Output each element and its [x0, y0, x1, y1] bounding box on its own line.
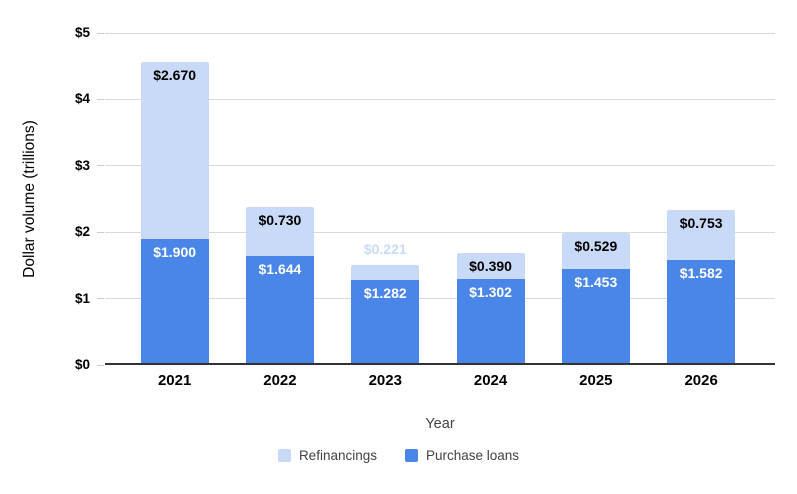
bar-2022-refinancings — [245, 207, 314, 256]
bar-2023-refinancings — [351, 265, 420, 280]
bar-2025-refinancings — [561, 233, 630, 269]
y-axis-title: Dollar volume (trillions) — [21, 120, 38, 278]
x-axis-title: Year — [425, 416, 455, 432]
label-2026-refinancings: $0.753 — [679, 214, 723, 231]
y-tick-mark-$4 — [97, 98, 104, 100]
y-tick-mark-$5 — [97, 32, 104, 34]
label-2023-purchase-loans: $1.282 — [363, 284, 407, 301]
gridline-$4 — [105, 98, 775, 100]
legend-item-purchase-loans: Purchase loans — [404, 448, 520, 463]
y-tick-label-$3: $3 — [74, 157, 90, 173]
bar-2024-purchase-loans — [456, 278, 525, 365]
bar-2024-refinancings — [456, 252, 525, 279]
x-axis-line — [105, 363, 775, 365]
x-label-2022: 2022 — [263, 372, 297, 389]
gridline-$5 — [105, 32, 775, 34]
y-tick-mark-$2 — [97, 231, 104, 233]
x-label-2026: 2026 — [684, 372, 718, 389]
label-2024-purchase-loans: $1.302 — [469, 283, 512, 300]
label-2025-refinancings: $0.529 — [574, 238, 618, 255]
plot-area: $1.900 $2.670 $1.644 $0.730 $1.282 $0.221 $1.3… — [105, 32, 775, 365]
y-tick-label-$1: $1 — [74, 290, 90, 306]
x-label-2025: 2025 — [579, 372, 613, 389]
legend-item-refinancings: Refinancings — [277, 448, 377, 463]
x-label-2024: 2024 — [473, 372, 508, 389]
refinancings-swatch — [277, 449, 291, 462]
label-2021-refinancings: $2.670 — [153, 66, 197, 83]
legend: Refinancings Purchase loans — [0, 448, 797, 463]
y-tick-label-$2: $2 — [74, 224, 90, 240]
legend-label-purchase-loans: Purchase loans — [425, 448, 520, 463]
gridline-$1 — [105, 298, 775, 300]
label-2022-refinancings: $0.730 — [258, 212, 302, 229]
label-2026-purchase-loans: $1.582 — [679, 264, 723, 281]
bar-2026-purchase-loans — [667, 259, 736, 365]
label-2025-purchase-loans: $1.453 — [574, 273, 618, 290]
bar-2025-purchase-loans — [561, 268, 630, 365]
label-2024-refinancings: $0.390 — [469, 257, 512, 274]
gridline-$3 — [105, 165, 775, 167]
bar-2021-refinancings — [140, 61, 209, 239]
y-tick-label-$0: $0 — [74, 357, 90, 372]
label-2022-purchase-loans: $1.644 — [258, 260, 302, 277]
label-2021-purchase-loans: $1.900 — [153, 243, 197, 260]
bar-2021-purchase-loans — [140, 238, 209, 365]
y-tick-label-$4: $4 — [74, 91, 90, 107]
x-label-2021: 2021 — [157, 372, 192, 389]
label-2023-refinancings: $0.221 — [363, 241, 407, 258]
bar-2023-purchase-loans — [351, 279, 420, 365]
y-tick-mark-$3 — [97, 165, 104, 167]
y-tick-mark-$1 — [97, 298, 104, 300]
x-label-2023: 2023 — [368, 372, 402, 389]
purchase-loans-swatch — [404, 449, 418, 462]
gridline-$2 — [105, 231, 775, 233]
bar-2022-purchase-loans — [245, 255, 314, 365]
bar-2026-refinancings — [667, 209, 736, 260]
legend-label-refinancings: Refinancings — [298, 448, 377, 463]
y-tick-label-$5: $5 — [74, 25, 90, 40]
y-tick-mark-$0 — [97, 364, 104, 366]
